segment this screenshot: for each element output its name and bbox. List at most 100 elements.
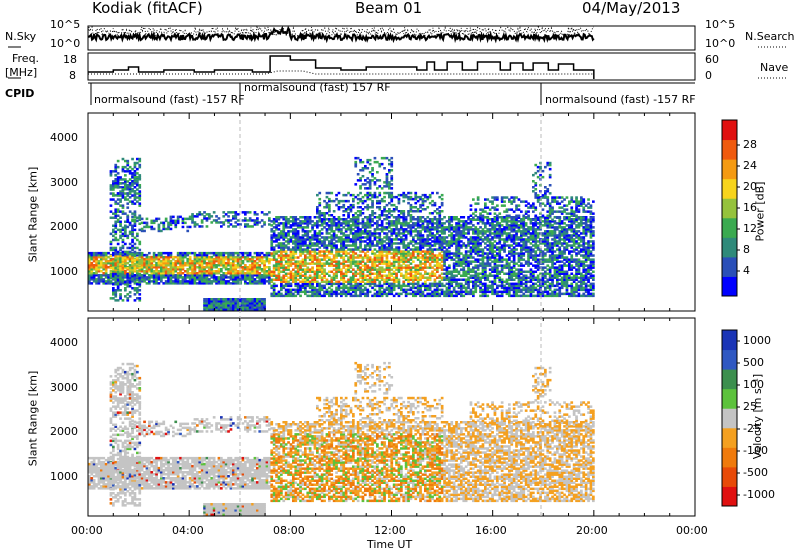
cell-p-867 xyxy=(155,272,158,275)
cell-p-4256 xyxy=(443,242,446,245)
cell-p-4263 xyxy=(443,226,446,229)
cell-p-2249 xyxy=(304,262,307,265)
cell-p-487 xyxy=(126,218,130,221)
cell-p-2087 xyxy=(292,288,295,292)
cell-p-4298 xyxy=(448,282,451,286)
cell-p-736 xyxy=(138,262,142,266)
cell-p-646 xyxy=(133,202,137,205)
cell-p-751 xyxy=(138,194,142,197)
cell-p-2042 xyxy=(287,258,290,261)
cell-p-197 xyxy=(112,184,115,187)
cell-p-1883 xyxy=(272,222,276,225)
cell-p-1583 xyxy=(241,259,245,263)
cell-p-2515 xyxy=(325,292,329,296)
cell-p-1410 xyxy=(222,298,226,301)
cell-p-4905 xyxy=(496,284,499,288)
cell-p-226 xyxy=(114,258,118,262)
cell-p-2723 xyxy=(340,240,343,243)
cell-p-4332 xyxy=(450,272,454,275)
cell-p-1496 xyxy=(232,215,235,218)
cell-p-2181 xyxy=(299,286,302,290)
cell-p-3123 xyxy=(366,230,370,233)
cell-p-3861 xyxy=(414,222,418,225)
cell-p-3215 xyxy=(371,195,374,199)
cell-p-3762 xyxy=(407,224,410,227)
cell-p-1983 xyxy=(282,248,286,251)
cell-p-4220 xyxy=(440,248,444,251)
cell-p-3728 xyxy=(404,238,408,241)
cell-p-2375 xyxy=(313,232,317,235)
cell-p-1091 xyxy=(186,261,190,265)
cell-p-1435 xyxy=(227,270,230,273)
cell-p-1014 xyxy=(174,225,178,229)
cell-p-4976 xyxy=(500,266,504,269)
cell-p-3146 xyxy=(368,280,372,283)
cell-p-2089 xyxy=(292,278,295,281)
cell-p-1412 xyxy=(224,280,228,283)
cell-p-1836 xyxy=(270,280,274,283)
cell-p-758 xyxy=(138,184,142,187)
cell-p-942 xyxy=(164,255,168,259)
cell-p-4754 xyxy=(484,246,487,249)
cell-p-1397 xyxy=(222,257,226,261)
cell-p-2997 xyxy=(359,266,362,269)
cell-p-3025 xyxy=(359,169,362,172)
cell-p-2030 xyxy=(287,290,290,294)
cell-p-1075 xyxy=(184,270,187,273)
cell-p-3139 xyxy=(366,177,370,180)
cell-p-4955 xyxy=(498,238,502,241)
cell-p-3598 xyxy=(395,226,398,229)
cell-p-1328 xyxy=(215,264,218,267)
cell-p-1149 xyxy=(193,251,197,255)
cell-p-3387 xyxy=(383,254,386,257)
cell-p-1671 xyxy=(251,272,254,275)
cell-p-4301 xyxy=(448,276,451,279)
cell-p-3917 xyxy=(419,268,422,271)
cell-p-2182 xyxy=(299,284,302,288)
cell-p-820 xyxy=(148,268,151,271)
cell-p-921 xyxy=(162,261,166,265)
cell-p-293 xyxy=(116,218,120,221)
cell-p-2039 xyxy=(287,264,290,267)
cell-p-1544 xyxy=(236,251,240,255)
cell-p-1362 xyxy=(217,302,221,305)
cell-p-2066 xyxy=(289,272,293,275)
cell-p-3142 xyxy=(366,158,370,162)
cell-p-1762 xyxy=(260,274,264,277)
cell-p-2282 xyxy=(306,248,310,251)
cell-p-2758 xyxy=(342,238,346,241)
cell-p-1224 xyxy=(203,211,206,214)
cell-p-2231 xyxy=(301,226,305,229)
cell-p-1563 xyxy=(239,261,242,265)
cell-p-918 xyxy=(162,268,166,271)
cell-p-1191 xyxy=(200,274,204,277)
cell-p-2442 xyxy=(318,230,322,233)
cell-p-976 xyxy=(169,261,173,265)
cell-p-2524 xyxy=(325,256,329,259)
cell-p-1546 xyxy=(236,219,240,222)
cell-p-728 xyxy=(138,289,142,292)
cell-p-1950 xyxy=(280,264,283,267)
cell-p-3898 xyxy=(416,224,420,227)
cell-p-4098 xyxy=(431,224,434,227)
cell-p-2239 xyxy=(304,284,307,288)
cell-p-1183 xyxy=(198,251,202,255)
cell-p-3607 xyxy=(397,294,401,298)
cell-p-1704 xyxy=(253,213,257,216)
cell-p-3089 xyxy=(364,222,367,225)
cell-p-257 xyxy=(114,169,118,173)
cell-p-1562 xyxy=(239,264,242,267)
cell-p-1445 xyxy=(227,221,230,224)
cell-p-1547 xyxy=(236,213,240,216)
cell-p-635 xyxy=(133,246,137,250)
cell-p-1934 xyxy=(277,228,281,231)
cell-p-1469 xyxy=(229,223,233,226)
cell-p-1049 xyxy=(179,253,182,257)
cell-p-4757 xyxy=(484,236,487,239)
cell-p-3038 xyxy=(361,268,365,271)
cell-p-3060 xyxy=(361,175,365,178)
cell-p-3660 xyxy=(400,236,403,239)
cell-p-3925 xyxy=(419,248,422,251)
cell-p-4539 xyxy=(467,242,470,245)
cell-p-1848 xyxy=(270,240,274,243)
